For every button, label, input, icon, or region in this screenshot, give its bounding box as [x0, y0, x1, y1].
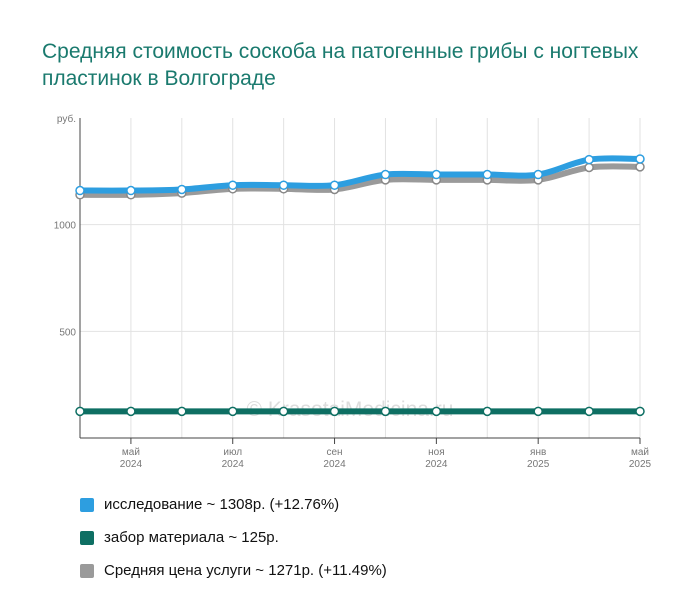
data-point — [278, 406, 289, 417]
data-point — [635, 162, 645, 172]
data-point — [533, 406, 543, 417]
legend-swatch-research — [80, 497, 94, 512]
y-tick-label: 500 — [59, 327, 76, 338]
legend-item-research[interactable]: исследование ~ 1308р. (+12.76%) — [80, 488, 387, 521]
chart-series — [79, 155, 641, 415]
data-point — [482, 406, 493, 417]
legend-swatch-sampling — [80, 530, 94, 545]
data-point — [584, 154, 594, 165]
legend-label-sampling: забор материала ~ 125р. — [104, 529, 279, 546]
data-point — [329, 180, 340, 190]
data-point — [227, 406, 238, 417]
x-tick-label-month: июл — [223, 447, 242, 458]
data-point — [126, 406, 136, 417]
data-point — [584, 162, 594, 173]
x-tick-label-month: май — [631, 447, 649, 458]
data-point — [177, 184, 187, 195]
data-point — [75, 406, 85, 417]
x-tick-label-year: 2025 — [629, 459, 652, 470]
chart-grid: 500 1000 руб. — [54, 113, 641, 439]
chart-points — [75, 154, 645, 417]
legend-swatch-average — [80, 563, 94, 578]
data-point — [533, 169, 543, 180]
x-axis: май2024июл2024сен2024ноя2024янв2025май20… — [120, 438, 652, 470]
y-tick-label: 1000 — [54, 221, 77, 232]
data-point — [431, 169, 442, 180]
data-point — [75, 185, 85, 196]
data-point — [329, 406, 340, 417]
x-tick-label-month: ноя — [428, 447, 445, 458]
legend-label-research: исследование ~ 1308р. (+12.76%) — [104, 496, 340, 513]
data-point — [380, 406, 391, 417]
legend: исследование ~ 1308р. (+12.76%) забор ма… — [80, 488, 387, 587]
x-tick-label-year: 2025 — [527, 459, 550, 470]
legend-item-sampling[interactable]: забор материала ~ 125р. — [80, 521, 387, 554]
x-tick-label-year: 2024 — [425, 459, 448, 470]
data-point — [380, 169, 391, 180]
x-tick-label-year: 2024 — [120, 459, 143, 470]
data-point — [584, 406, 594, 417]
x-tick-label-month: май — [122, 447, 140, 458]
legend-item-average[interactable]: Средняя цена услуги ~ 1271р. (+11.49%) — [80, 554, 387, 587]
legend-label-average: Средняя цена услуги ~ 1271р. (+11.49%) — [104, 562, 387, 579]
data-point — [177, 406, 187, 417]
x-tick-label-month: янв — [530, 447, 546, 458]
chart-title: Средняя стоимость соскоба на патогенные … — [42, 40, 639, 90]
x-tick-label-year: 2024 — [323, 459, 346, 470]
data-point — [227, 180, 238, 190]
x-tick-label-month: сен — [326, 447, 342, 458]
x-tick-label-year: 2024 — [222, 459, 245, 470]
data-point — [482, 169, 493, 180]
y-unit-label: руб. — [57, 113, 76, 125]
data-point — [635, 406, 645, 417]
data-point — [278, 180, 289, 190]
data-point — [635, 154, 645, 164]
data-point — [126, 185, 136, 196]
data-point — [431, 406, 442, 417]
